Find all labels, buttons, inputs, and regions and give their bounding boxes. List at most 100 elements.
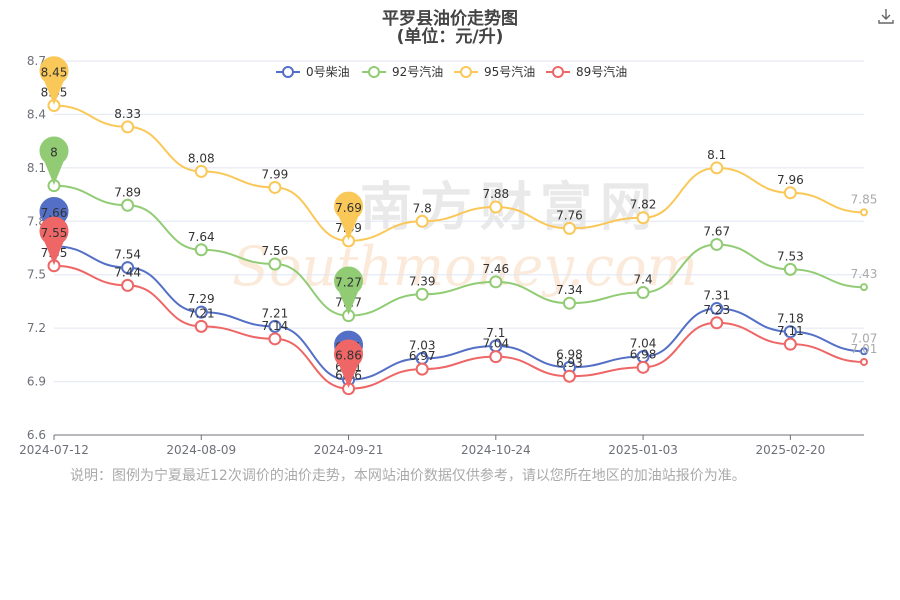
data-label: 7.4 [634, 273, 653, 287]
data-point[interactable] [710, 237, 724, 251]
pin-label: 7.55 [41, 226, 68, 240]
pin-marker: 8 [39, 136, 69, 185]
data-label: 7.8 [413, 201, 432, 215]
pin-label: 6.86 [335, 349, 362, 363]
legend[interactable]: 0号柴油 92号汽油 95号汽油 89号汽油 [276, 64, 627, 79]
series-0: 7.667.547.297.216.917.037.16.987.047.317… [41, 226, 878, 387]
data-label: 7.29 [188, 292, 215, 306]
data-point[interactable] [268, 257, 282, 271]
data-point[interactable] [860, 283, 868, 292]
data-point[interactable] [194, 243, 208, 257]
data-point[interactable] [783, 337, 797, 351]
data-label: 7.56 [262, 244, 289, 258]
data-label: 7.88 [482, 187, 509, 201]
data-label: 7.31 [703, 289, 730, 303]
y-tick-label: 8.4 [27, 107, 46, 121]
data-point[interactable] [636, 286, 650, 300]
data-label: 7.76 [556, 208, 583, 222]
legend-label: 0号柴油 [306, 65, 350, 79]
data-label: 7.96 [777, 173, 804, 187]
download-icon[interactable] [876, 6, 896, 26]
legend-label: 89号汽油 [576, 64, 627, 79]
data-point[interactable] [415, 287, 429, 301]
data-point[interactable] [194, 164, 208, 178]
data-label: 6.97 [409, 349, 436, 363]
data-label: 7.21 [188, 306, 215, 320]
data-label: 7.67 [703, 224, 730, 238]
data-point[interactable] [268, 180, 282, 194]
data-point[interactable] [783, 325, 797, 339]
legend-swatch-marker [552, 66, 564, 78]
legend-item-2[interactable]: 95号汽油 [454, 64, 535, 79]
data-label: 6.93 [556, 356, 583, 370]
series-layer: 7.667.547.297.216.917.037.16.987.047.317… [39, 56, 878, 396]
legend-swatch-marker [282, 66, 294, 78]
data-point[interactable] [415, 214, 429, 228]
data-point[interactable] [194, 305, 208, 319]
data-label: 7.54 [114, 248, 141, 262]
data-point[interactable] [710, 161, 724, 175]
data-label: 7.04 [630, 337, 657, 351]
data-point[interactable] [710, 316, 724, 330]
data-point[interactable] [636, 211, 650, 225]
data-label: 8.08 [188, 151, 215, 165]
data-point[interactable] [562, 296, 576, 310]
legend-label: 95号汽油 [484, 64, 535, 79]
data-label: 7.43 [851, 267, 878, 281]
watermark-en: Southmoney.com [232, 235, 698, 298]
pin-shape [334, 266, 364, 315]
legend-item-1[interactable]: 92号汽油 [362, 64, 443, 79]
data-point[interactable] [121, 120, 135, 134]
pin-shape [334, 191, 364, 241]
data-point[interactable] [562, 221, 576, 235]
x-tick-label: 2025-02-20 [755, 443, 825, 457]
legend-item-0[interactable]: 0号柴油 [276, 65, 350, 79]
pin-label: 8.45 [41, 66, 68, 80]
data-label: 7.18 [777, 312, 804, 326]
data-point[interactable] [860, 357, 868, 366]
data-point[interactable] [415, 362, 429, 376]
data-label: 7.53 [777, 249, 804, 263]
data-point[interactable] [860, 347, 868, 356]
data-label: 7.99 [262, 167, 289, 181]
data-label: 7.34 [556, 283, 583, 297]
data-point[interactable] [489, 200, 503, 214]
series-3: 7.557.447.217.146.866.977.046.936.987.23… [41, 246, 877, 396]
y-tick-label: 6.6 [27, 428, 46, 442]
legend-item-3[interactable]: 89号汽油 [546, 64, 627, 79]
x-tick-label: 2024-07-12 [19, 443, 89, 457]
data-point[interactable] [636, 360, 650, 374]
data-label: 7.85 [851, 192, 878, 206]
series-1: 87.897.647.567.277.397.467.347.47.677.53… [47, 166, 878, 323]
data-point[interactable] [268, 332, 282, 346]
pin-marker: 8.45 [39, 56, 69, 105]
pin-label: 8 [50, 146, 58, 160]
data-point[interactable] [194, 319, 208, 333]
data-label: 7.07 [851, 331, 878, 345]
data-point[interactable] [121, 198, 135, 212]
data-label: 8.33 [114, 107, 141, 121]
data-label: 7.03 [409, 338, 436, 352]
y-tick-label: 7.2 [27, 321, 46, 335]
data-point[interactable] [783, 186, 797, 200]
data-label: 7.64 [188, 230, 215, 244]
data-point[interactable] [860, 208, 868, 217]
data-point[interactable] [121, 261, 135, 275]
data-point[interactable] [121, 278, 135, 292]
data-point[interactable] [562, 369, 576, 383]
data-point[interactable] [489, 275, 503, 289]
chart-title: 平罗县油价走势图 [382, 9, 518, 29]
y-tick-label: 8.1 [27, 161, 46, 175]
data-point[interactable] [710, 302, 724, 316]
data-point[interactable] [783, 262, 797, 276]
y-tick-label: 6.9 [27, 375, 46, 389]
pin-marker: 7.69 [334, 191, 364, 241]
data-point[interactable] [489, 350, 503, 364]
data-label: 7.04 [482, 337, 509, 351]
pin-marker: 6.86 [334, 339, 364, 389]
data-label: 7.14 [262, 319, 289, 333]
data-point[interactable] [268, 319, 282, 333]
data-label: 7.46 [482, 262, 509, 276]
